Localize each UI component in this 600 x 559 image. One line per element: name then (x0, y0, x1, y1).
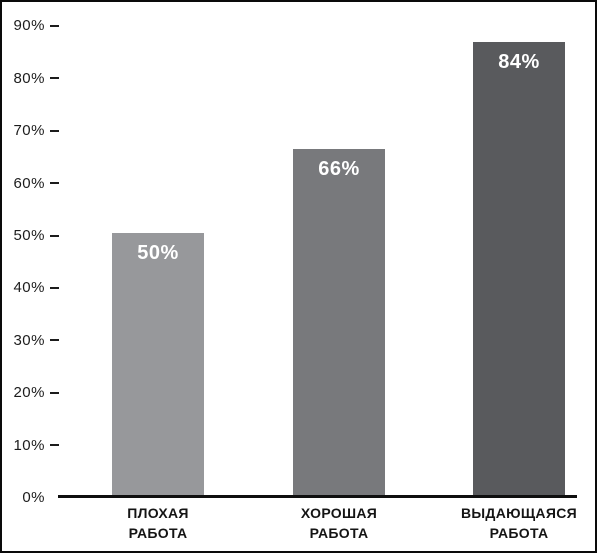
category-label: ХОРОШАЯ РАБОТА (300, 505, 378, 541)
bar-value-label: 66% (318, 158, 360, 181)
y-axis-tick-dash (50, 24, 59, 27)
y-axis-tick-label: 30% (13, 331, 45, 349)
category-label: ПЛОХАЯ РАБОТА (127, 505, 189, 541)
y-axis-tick-label: 80% (13, 69, 45, 87)
category-label: ВЫДАЮЩАЯСЯ РАБОТА (461, 505, 577, 541)
y-axis-tick-label: 0% (22, 489, 45, 506)
y-axis-tick: 40% (2, 279, 59, 297)
y-axis-tick-dash (50, 77, 59, 80)
bar-value-label: 84% (498, 50, 540, 73)
y-axis-tick-dash (50, 391, 59, 394)
y-axis-tick-label: 60% (13, 174, 45, 192)
bar: 66% (293, 149, 385, 495)
y-axis-tick-dash (50, 182, 59, 185)
y-axis-tick-label: 40% (13, 279, 45, 297)
y-axis-tick: 70% (2, 122, 59, 140)
y-axis-tick: 20% (2, 384, 59, 402)
y-axis-tick-label: 10% (13, 436, 45, 454)
y-axis-tick: 80% (2, 69, 59, 87)
bar: 50% (112, 233, 204, 495)
bar: 84% (473, 41, 565, 495)
y-axis-tick-dash (50, 234, 59, 237)
y-axis-tick-label: 90% (13, 17, 45, 35)
y-axis-tick: 50% (2, 227, 59, 245)
y-axis-tick-dash (50, 444, 59, 447)
y-axis-tick: 90% (2, 17, 59, 35)
x-axis-line (58, 495, 577, 498)
y-axis-tick: 0% (2, 489, 45, 506)
y-axis-tick-dash (50, 286, 59, 289)
y-axis-tick: 30% (2, 331, 59, 349)
y-axis-tick: 10% (2, 436, 59, 454)
y-axis-tick-dash (50, 339, 59, 342)
y-axis-tick-label: 20% (13, 384, 45, 402)
y-axis-tick-label: 70% (13, 122, 45, 140)
y-axis-tick: 60% (2, 174, 59, 192)
y-axis-tick-dash (50, 129, 59, 132)
y-axis-tick-label: 50% (13, 227, 45, 245)
bar-value-label: 50% (137, 242, 179, 265)
